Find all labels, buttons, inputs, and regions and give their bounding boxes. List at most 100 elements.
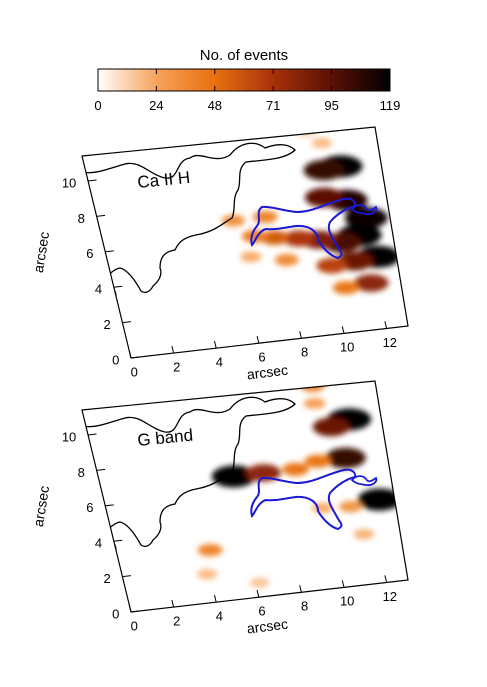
colorbar-title: No. of events bbox=[200, 47, 288, 64]
plot-frame bbox=[81, 126, 409, 359]
y-tick-label: 6 bbox=[86, 500, 93, 515]
y-axis-ticks: 0 2 4 6 8 10 bbox=[62, 175, 140, 367]
x-tick bbox=[171, 599, 175, 608]
x-tick bbox=[384, 575, 388, 583]
colorbar: No. of events 0 24 48 71 95 119 bbox=[94, 47, 400, 113]
y-tick bbox=[113, 285, 123, 288]
y-axis-ticks: 0 2 4 6 8 10 bbox=[62, 429, 140, 621]
y-tick-label: 10 bbox=[62, 429, 76, 444]
x-tick bbox=[341, 326, 345, 334]
x-axis-label: arcsec bbox=[246, 616, 289, 637]
y-tick bbox=[87, 433, 97, 436]
x-tick bbox=[256, 336, 260, 344]
y-tick-label: 8 bbox=[78, 211, 85, 226]
x-tick bbox=[299, 585, 302, 593]
y-tick bbox=[130, 610, 140, 613]
x-axis-ticks: 0 2 4 6 8 10 12 bbox=[128, 321, 397, 379]
heatmap-cell bbox=[344, 207, 388, 229]
heatmap-cell bbox=[197, 568, 218, 580]
y-tick bbox=[113, 539, 123, 542]
x-tick-label: 8 bbox=[301, 599, 308, 614]
y-tick bbox=[105, 504, 114, 507]
x-tick-label: 6 bbox=[258, 604, 265, 619]
x-tick-label: 2 bbox=[173, 359, 180, 374]
magnetic-contour-small bbox=[350, 204, 378, 216]
heatmap-cell bbox=[249, 577, 270, 588]
heatmap-cell bbox=[357, 488, 402, 511]
y-tick-label: 0 bbox=[112, 606, 119, 621]
x-tick-label: 8 bbox=[301, 345, 308, 360]
colorbar-gradient bbox=[97, 68, 391, 92]
x-tick bbox=[384, 321, 388, 329]
heatmap-cell bbox=[211, 465, 256, 488]
x-tick-label: 10 bbox=[340, 594, 354, 609]
heatmap-cell bbox=[353, 274, 389, 292]
colorbar-tick-label: 0 bbox=[94, 98, 101, 113]
heatmap-cell bbox=[303, 397, 326, 409]
y-tick bbox=[122, 321, 131, 324]
heatmap-cell bbox=[274, 253, 299, 267]
heatmap-cell bbox=[282, 462, 309, 476]
x-tick-label: 12 bbox=[383, 589, 397, 604]
heatmap-cell bbox=[304, 454, 331, 468]
network-boundary bbox=[82, 396, 296, 547]
colorbar-ticks: 0 24 48 71 95 119 bbox=[94, 69, 400, 113]
y-tick-label: 8 bbox=[78, 465, 85, 480]
heatmap-cell bbox=[312, 417, 350, 437]
heatmap-cell bbox=[240, 251, 262, 263]
colorbar-tick-label: 71 bbox=[266, 98, 280, 113]
heatmap-cell bbox=[303, 159, 345, 181]
x-tick bbox=[171, 345, 175, 354]
colorbar-tick-label: 48 bbox=[208, 98, 222, 113]
x-tick-label: 0 bbox=[131, 618, 138, 633]
colorbar-tick-label: 95 bbox=[324, 98, 338, 113]
plot-background bbox=[82, 381, 408, 612]
y-tick-label: 2 bbox=[103, 317, 110, 332]
x-axis-label: arcsec bbox=[246, 362, 289, 383]
x-tick-label: 12 bbox=[383, 335, 397, 350]
y-tick bbox=[130, 356, 140, 359]
y-tick bbox=[96, 468, 106, 471]
x-tick bbox=[128, 350, 132, 359]
heatmap-cell bbox=[353, 528, 375, 540]
magnetic-contour bbox=[250, 197, 357, 260]
y-tick-label: 0 bbox=[112, 352, 119, 367]
x-tick bbox=[299, 331, 302, 339]
x-tick-label: 2 bbox=[173, 613, 180, 628]
y-tick bbox=[96, 214, 106, 217]
heatmap-cell bbox=[325, 447, 366, 469]
y-tick-label: 6 bbox=[86, 246, 93, 261]
x-tick bbox=[213, 340, 217, 349]
y-tick-label: 10 bbox=[62, 175, 76, 190]
heatmap-cell bbox=[260, 230, 290, 245]
magnetic-contour-small bbox=[350, 475, 378, 487]
x-tick-label: 4 bbox=[216, 608, 223, 623]
heatmap-cell bbox=[339, 500, 363, 513]
y-tick bbox=[122, 575, 131, 578]
magnetic-contour bbox=[250, 468, 357, 531]
x-tick-label: 4 bbox=[216, 354, 223, 369]
heatmap-cell bbox=[221, 214, 246, 227]
x-tick bbox=[128, 604, 132, 613]
y-axis-label: arcsec bbox=[30, 231, 52, 274]
x-axis-ticks: 0 2 4 6 8 10 12 bbox=[128, 575, 397, 633]
network-boundary bbox=[82, 142, 296, 293]
plot-frame bbox=[81, 380, 409, 613]
x-tick bbox=[213, 594, 217, 603]
plot-background bbox=[82, 127, 408, 358]
x-tick bbox=[341, 580, 345, 588]
x-tick-label: 10 bbox=[340, 340, 354, 355]
heatmap-cell bbox=[197, 543, 223, 557]
y-axis-label: arcsec bbox=[30, 485, 52, 528]
y-tick-label: 4 bbox=[95, 282, 102, 297]
heatmap-cell bbox=[316, 257, 348, 274]
colorbar-tick-label: 119 bbox=[380, 98, 401, 113]
y-tick-label: 4 bbox=[95, 536, 102, 551]
heatmap-cell bbox=[246, 464, 281, 482]
x-tick-label: 6 bbox=[258, 350, 265, 365]
heatmap-cells bbox=[197, 381, 402, 588]
colorbar-tick-label: 24 bbox=[149, 98, 163, 113]
